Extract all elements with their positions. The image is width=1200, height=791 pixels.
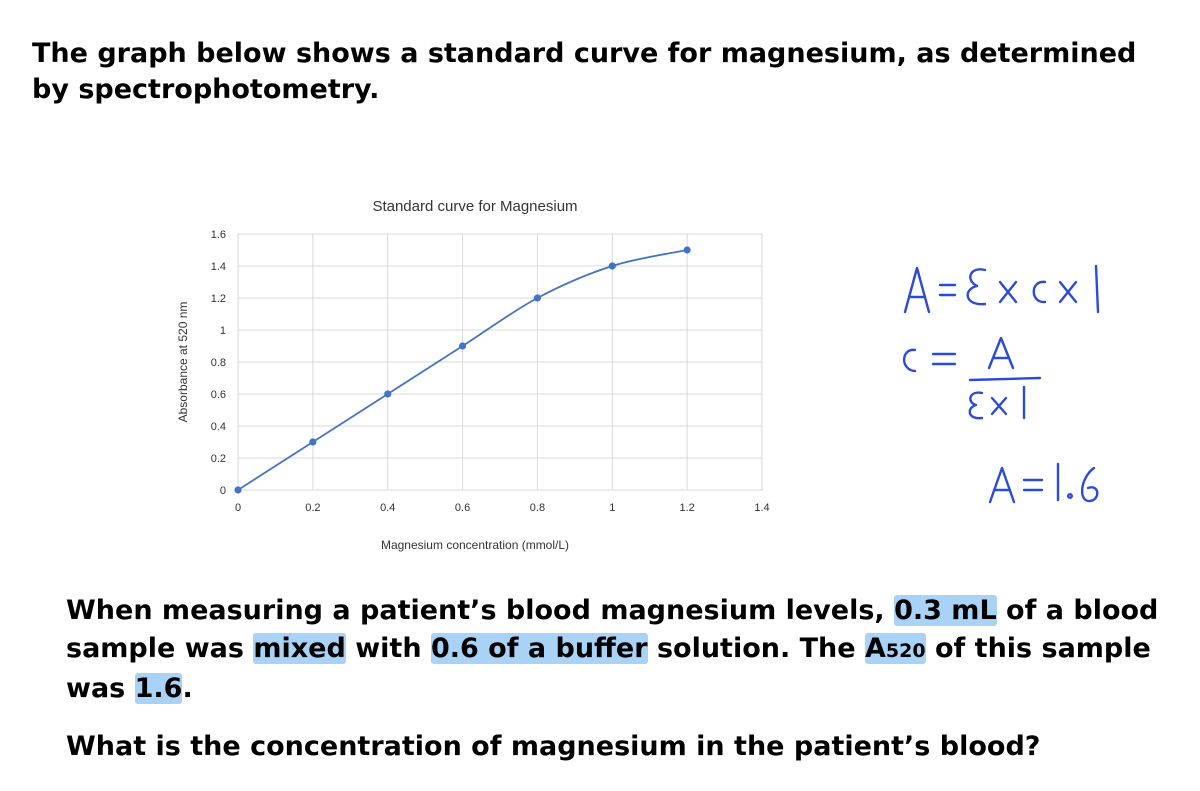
x-tick-label: 0.6 xyxy=(455,502,470,514)
x-axis-label: Magnesium concentration (mmol/L) xyxy=(381,538,569,552)
y-tick-label: 0 xyxy=(220,485,226,497)
final-question: What is the concentration of magnesium i… xyxy=(66,731,1041,762)
note-formula-absorbance xyxy=(903,264,1100,314)
y-tick-label: 0.6 xyxy=(211,389,226,401)
x-tick-label: 1 xyxy=(609,502,615,514)
highlight-buffer-volume: 0.6 of a buffer xyxy=(430,633,648,664)
standard-curve-chart: 0 0.2 0.4 0.6 0.8 1 1.2 1.4 1.6 0 0.2 0.4 0.6 0.8 1 1.2… xyxy=(176,198,770,552)
data-point xyxy=(384,390,392,398)
question-text: of this sample was xyxy=(66,633,1151,704)
series-points xyxy=(234,246,691,494)
question-text: of a blood sample was xyxy=(66,595,1159,664)
question-paragraph: When measuring a patient’s blood magnesi… xyxy=(66,592,1176,708)
highlight-absorbance-symbol: A520 xyxy=(864,633,926,664)
data-point xyxy=(458,342,467,350)
y-tick-label: 1.4 xyxy=(211,261,226,273)
x-tick-label: 1.2 xyxy=(679,502,694,514)
question-text: . xyxy=(182,673,193,704)
data-point xyxy=(608,262,616,270)
y-tick-label: 1.2 xyxy=(211,293,226,305)
question-text: with xyxy=(345,633,431,664)
data-point xyxy=(533,294,542,302)
x-tick-label: 0.2 xyxy=(305,502,320,514)
data-point xyxy=(234,486,242,494)
intro-text: The graph below shows a standard curve f… xyxy=(32,38,1137,105)
question-text: solution. The xyxy=(647,633,865,664)
x-tick-label: 1.4 xyxy=(754,502,769,514)
y-tick-label: 0.4 xyxy=(211,421,226,433)
y-tick-label: 1.6 xyxy=(211,229,226,241)
x-tick-label: 0 xyxy=(235,502,241,514)
data-point xyxy=(683,246,691,254)
y-tick-label: 0.8 xyxy=(211,357,226,369)
highlight-mixed: mixed xyxy=(253,633,346,664)
chart-title: Standard curve for Magnesium xyxy=(372,198,577,215)
chart-tick-labels: 0 0.2 0.4 0.6 0.8 1 1.2 1.4 1.6 0 0.2 0.4 0.6 0.8 1 1.2… xyxy=(211,229,770,514)
data-point xyxy=(309,438,317,446)
x-tick-label: 0.8 xyxy=(530,502,545,514)
highlight-blood-volume: 0.3 mL xyxy=(894,595,997,626)
absorbance-symbol: A xyxy=(864,633,886,664)
y-tick-label: 1 xyxy=(220,325,226,337)
highlight-absorbance-value: 1.6 xyxy=(134,673,183,704)
y-axis-label: Absorbance at 520 nm xyxy=(176,302,190,423)
question-text: When measuring a patient’s blood magnesi… xyxy=(66,595,895,626)
chart-grid xyxy=(237,233,763,491)
y-tick-label: 0.2 xyxy=(211,453,226,465)
note-formula-concentration xyxy=(902,336,1042,420)
x-tick-label: 0.4 xyxy=(380,502,395,514)
note-absorbance-value xyxy=(988,462,1099,504)
absorbance-wavelength: 520 xyxy=(885,640,926,662)
